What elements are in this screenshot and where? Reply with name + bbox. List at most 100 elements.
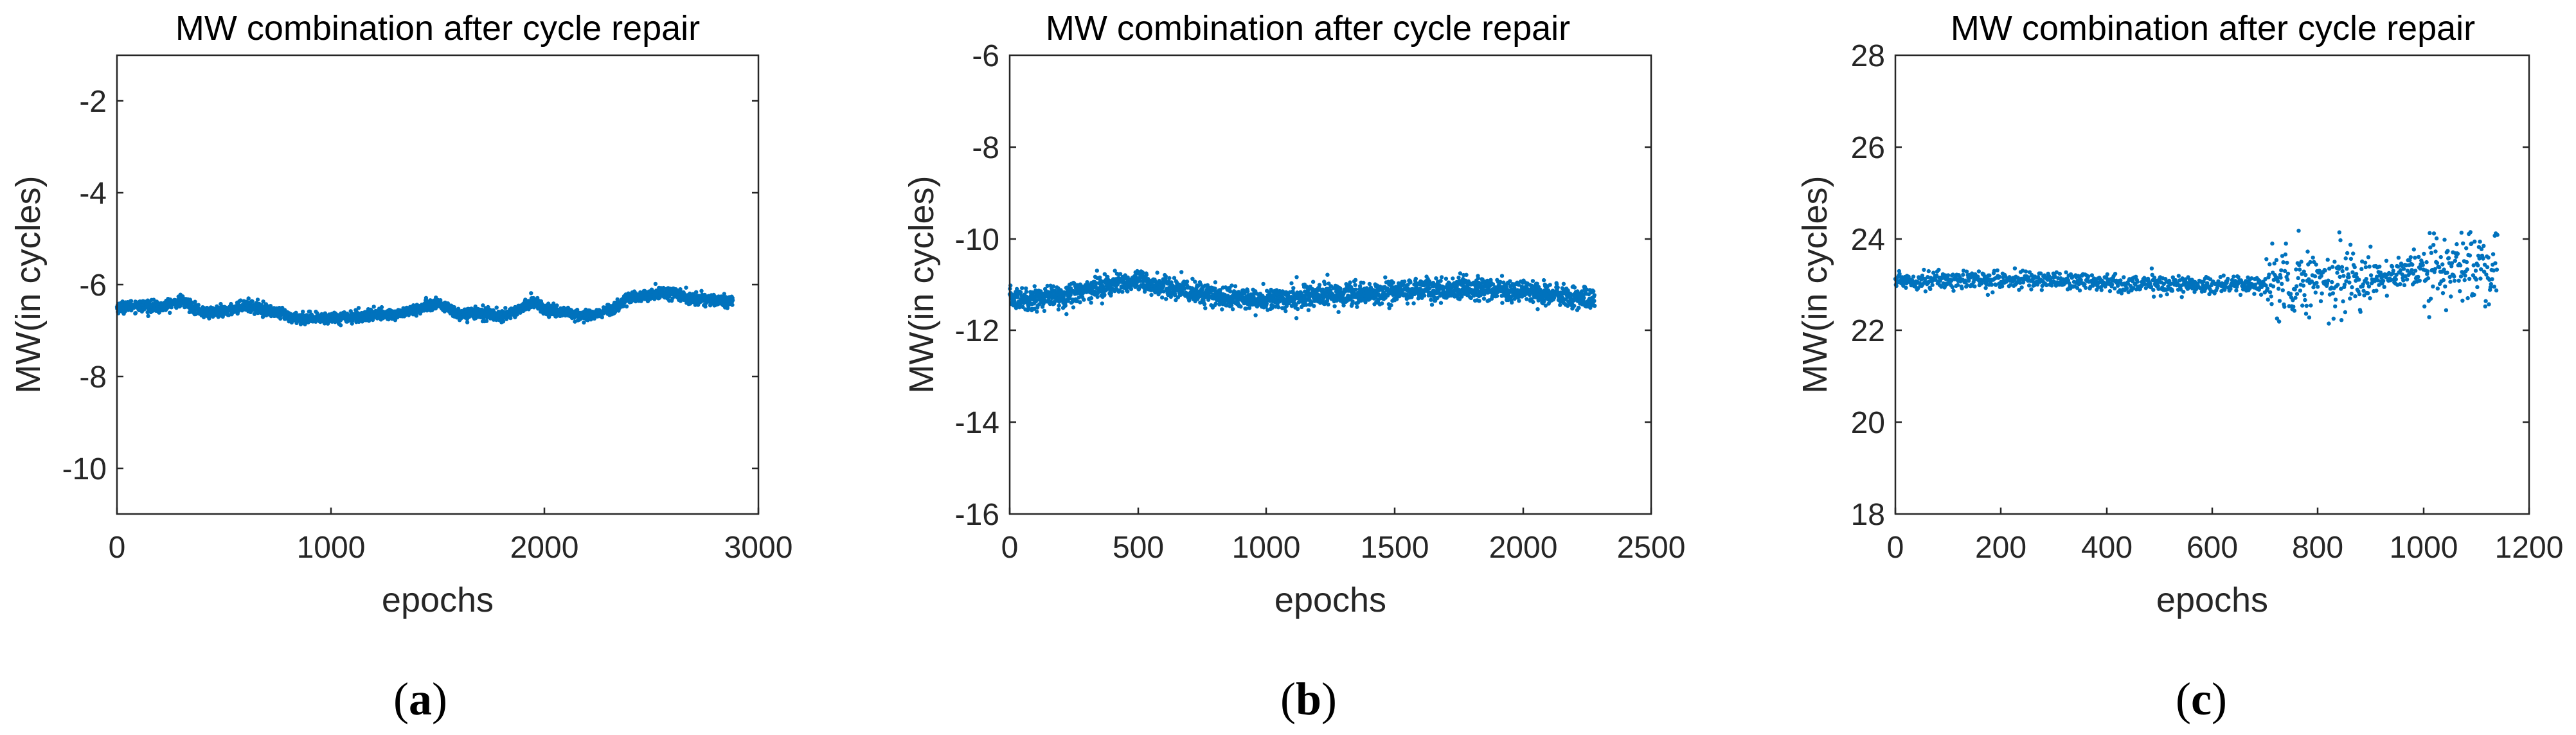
data-point [371,305,376,309]
data-point [1163,274,1168,279]
data-point [1477,299,1481,303]
data-point [1174,297,1178,303]
data-point [1367,281,1372,287]
data-point [1129,287,1134,292]
data-point [1354,287,1358,292]
data-point [501,319,506,324]
data-point [575,308,580,312]
data-point [1413,276,1418,281]
data-point [1310,279,1316,284]
data-point [1353,278,1358,282]
panel-b-points [1007,269,1597,321]
data-point [1458,271,1463,276]
data-point [169,305,174,310]
data-point [1438,279,1443,283]
data-point [582,320,586,325]
data-point [1089,296,1094,301]
data-point [1531,299,1535,305]
data-point [1264,301,1269,306]
data-point [1500,301,1505,305]
data-point [1228,289,1233,294]
data-point [1429,303,1435,307]
panel-a-ytick-label: -10 [62,452,107,486]
data-point [1213,301,1218,306]
data-point [730,298,735,303]
data-point [1353,283,1357,287]
data-point [1276,305,1281,310]
data-point [1294,275,1299,279]
data-point [448,311,452,315]
data-point [260,315,265,319]
data-point [1242,291,1247,296]
data-point [1355,305,1359,309]
data-point [1427,286,1432,290]
data-point [1348,280,1352,285]
data-point [1230,307,1235,312]
data-point [1213,287,1217,291]
data-point [1494,294,1499,298]
data-point [1155,270,1159,275]
data-point [1341,303,1346,308]
data-point [1024,289,1029,294]
panel-a-y-ticks: -2 -4 -6 -8 -10 [62,85,758,486]
data-point [1361,280,1366,285]
data-point [1224,303,1230,308]
data-point [1317,283,1322,287]
data-point [1202,302,1207,306]
data-point [1164,297,1168,301]
data-point [1510,300,1514,305]
data-point [1095,294,1100,299]
data-point [146,314,150,318]
data-point [1035,309,1039,314]
data-point [133,311,138,315]
data-point [1082,297,1086,302]
data-point [515,312,519,317]
panel-a-xtick-label: 1000 [297,531,366,565]
data-point [1306,308,1311,312]
data-point [1020,286,1024,290]
data-point [1325,272,1330,277]
data-point [1015,295,1020,299]
data-point [1332,304,1337,308]
data-point [238,298,243,303]
data-point [1134,280,1140,285]
data-point [1179,270,1184,274]
data-point [1157,279,1162,283]
panel-a-ytick-0: -2 [79,85,758,119]
data-point [1363,300,1368,305]
data-point [1406,283,1410,287]
panel-a-ytick-label: -8 [79,360,107,394]
data-point [261,299,265,304]
data-point [1538,287,1543,292]
data-point [1338,287,1343,291]
data-point [1402,279,1407,284]
data-point [1071,305,1076,310]
data-point [168,310,172,315]
panel-a-title: MW combination after cycle repair [175,9,700,48]
data-point [494,305,499,310]
data-point [1253,313,1258,317]
data-point [624,304,629,309]
panel-a-caption: (a) [393,673,447,725]
panel-a-axes-box [116,54,760,515]
data-point [1429,297,1433,302]
data-point [503,306,508,310]
data-point [1435,296,1440,301]
data-point [1434,276,1438,281]
data-point [1530,279,1535,283]
data-point [1456,275,1461,280]
data-point [722,292,727,296]
data-point [1469,296,1473,301]
data-point [1161,289,1166,294]
data-point [414,314,419,318]
data-point [1019,290,1023,295]
data-point [1284,308,1288,314]
data-point [1239,305,1243,309]
data-point [1309,301,1314,306]
data-point [1247,306,1252,310]
data-point [1312,304,1316,308]
data-point [508,315,513,321]
data-point [1102,292,1107,297]
data-point [1284,304,1289,308]
